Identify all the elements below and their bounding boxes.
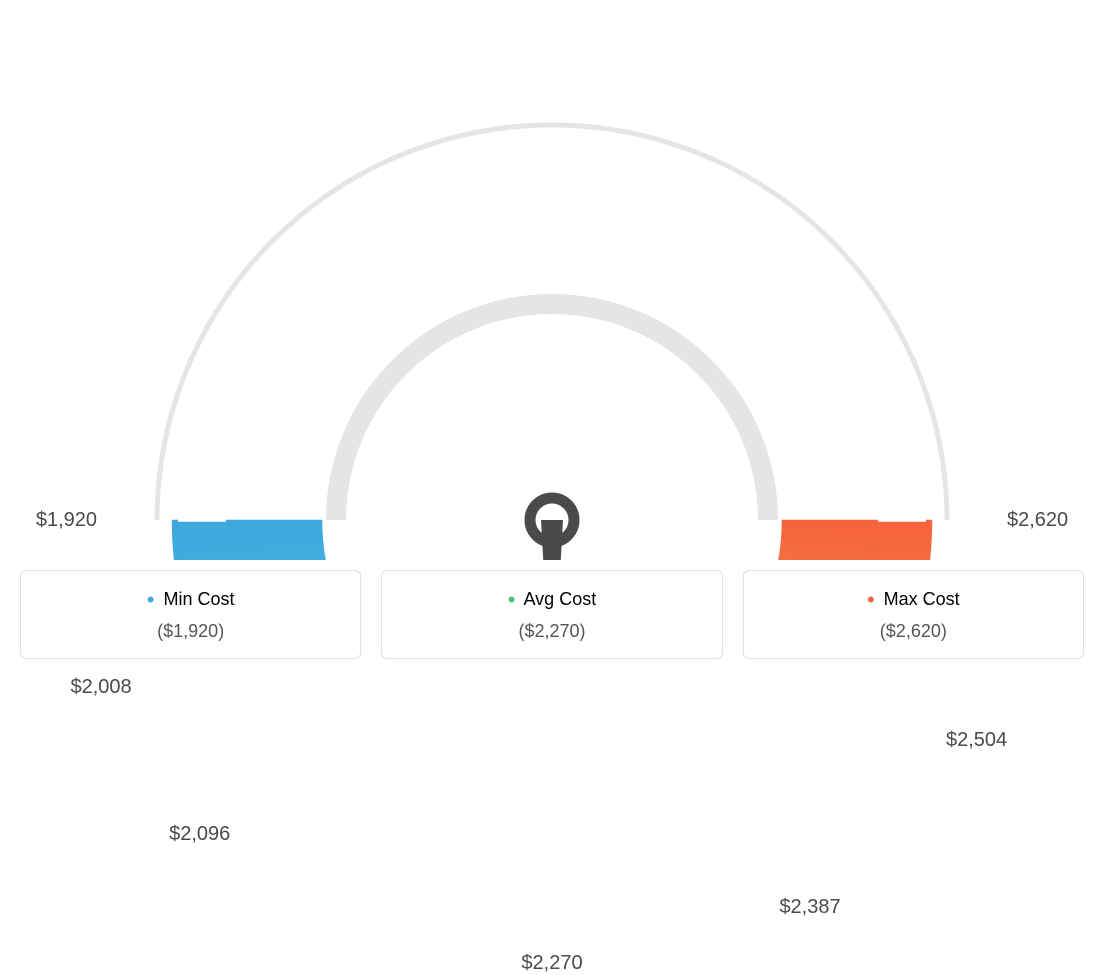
gauge-tick-label: $2,620 (1007, 509, 1068, 532)
gauge-area: $1,920$2,008$2,096$2,270$2,387$2,504$2,6… (20, 20, 1084, 560)
legend-label-avg: • Avg Cost (392, 587, 711, 613)
legend-dot-avg: • (508, 587, 516, 612)
legend-item-max: • Max Cost ($2,620) (743, 570, 1084, 659)
gauge-tick-label: $2,096 (169, 823, 230, 846)
legend-label-max: • Max Cost (754, 587, 1073, 613)
gauge-svg (20, 20, 1084, 560)
gauge-tick-label: $2,008 (70, 676, 131, 699)
legend-value-avg: ($2,270) (392, 621, 711, 642)
legend-text-avg: Avg Cost (524, 589, 597, 609)
legend-dot-max: • (867, 587, 875, 612)
legend-dot-min: • (147, 587, 155, 612)
legend-item-min: • Min Cost ($1,920) (20, 570, 361, 659)
gauge-tick-label: $2,504 (946, 729, 1007, 752)
legend-text-min: Min Cost (164, 589, 235, 609)
gauge-chart-container: $1,920$2,008$2,096$2,270$2,387$2,504$2,6… (20, 20, 1084, 670)
gauge-tick-label: $2,387 (779, 896, 840, 919)
legend-item-avg: • Avg Cost ($2,270) (381, 570, 722, 659)
legend-label-min: • Min Cost (31, 587, 350, 613)
legend: • Min Cost ($1,920) • Avg Cost ($2,270) … (20, 570, 1084, 659)
legend-text-max: Max Cost (884, 589, 960, 609)
legend-value-max: ($2,620) (754, 621, 1073, 642)
gauge-tick-label: $2,270 (521, 952, 582, 975)
legend-value-min: ($1,920) (31, 621, 350, 642)
gauge-tick-label: $1,920 (36, 509, 97, 532)
